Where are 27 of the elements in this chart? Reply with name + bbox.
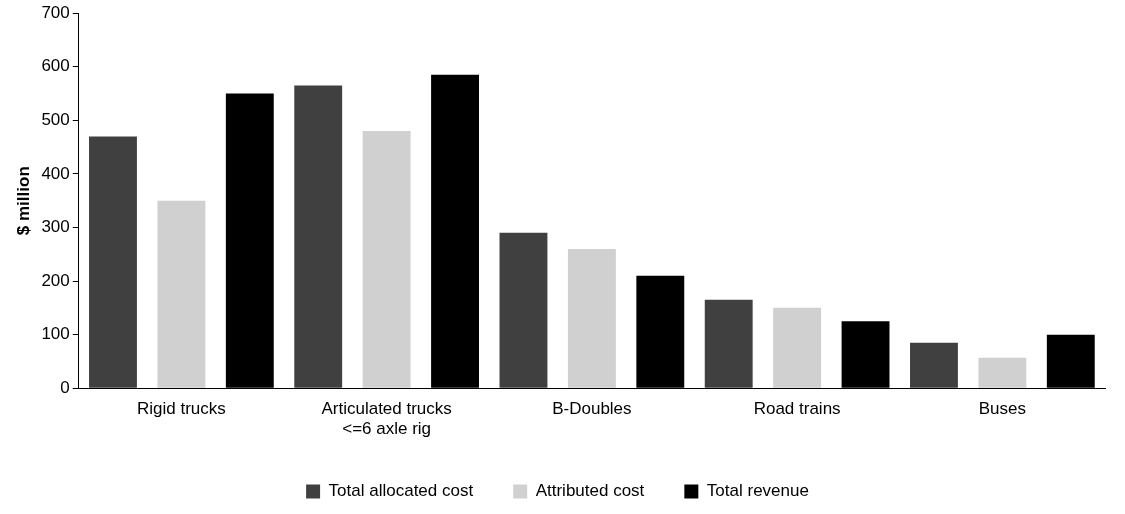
bar — [294, 85, 343, 388]
y-tick-label: 300 — [41, 217, 70, 237]
bar — [567, 248, 616, 388]
x-tick-label: Road trains — [753, 399, 841, 419]
x-tick-label: Rigid trucks — [136, 399, 226, 419]
bar — [910, 342, 958, 388]
bar — [89, 136, 137, 388]
bar — [157, 200, 206, 388]
y-tick-label: 200 — [41, 270, 70, 290]
legend-label: Total allocated cost — [328, 481, 474, 501]
bar — [773, 307, 822, 388]
bar — [499, 232, 548, 388]
legend-label: Total revenue — [706, 481, 809, 501]
y-tick-label: 700 — [41, 2, 70, 22]
y-axis-title: $ million — [13, 166, 33, 236]
x-tick-label: Buses — [978, 399, 1026, 419]
x-tick-label: B-Doubles — [552, 399, 632, 419]
y-tick-label: 400 — [41, 163, 70, 183]
bar — [978, 357, 1027, 388]
y-tick-label: 600 — [41, 56, 70, 76]
y-tick-label: 100 — [41, 324, 70, 344]
y-tick-label: 0 — [60, 377, 70, 397]
legend-label: Attributed cost — [535, 481, 645, 501]
bar — [704, 299, 753, 388]
bar — [362, 131, 411, 388]
x-tick-label: Articulated trucks <=6 axle rig — [321, 399, 452, 439]
y-tick-label: 500 — [41, 110, 70, 130]
